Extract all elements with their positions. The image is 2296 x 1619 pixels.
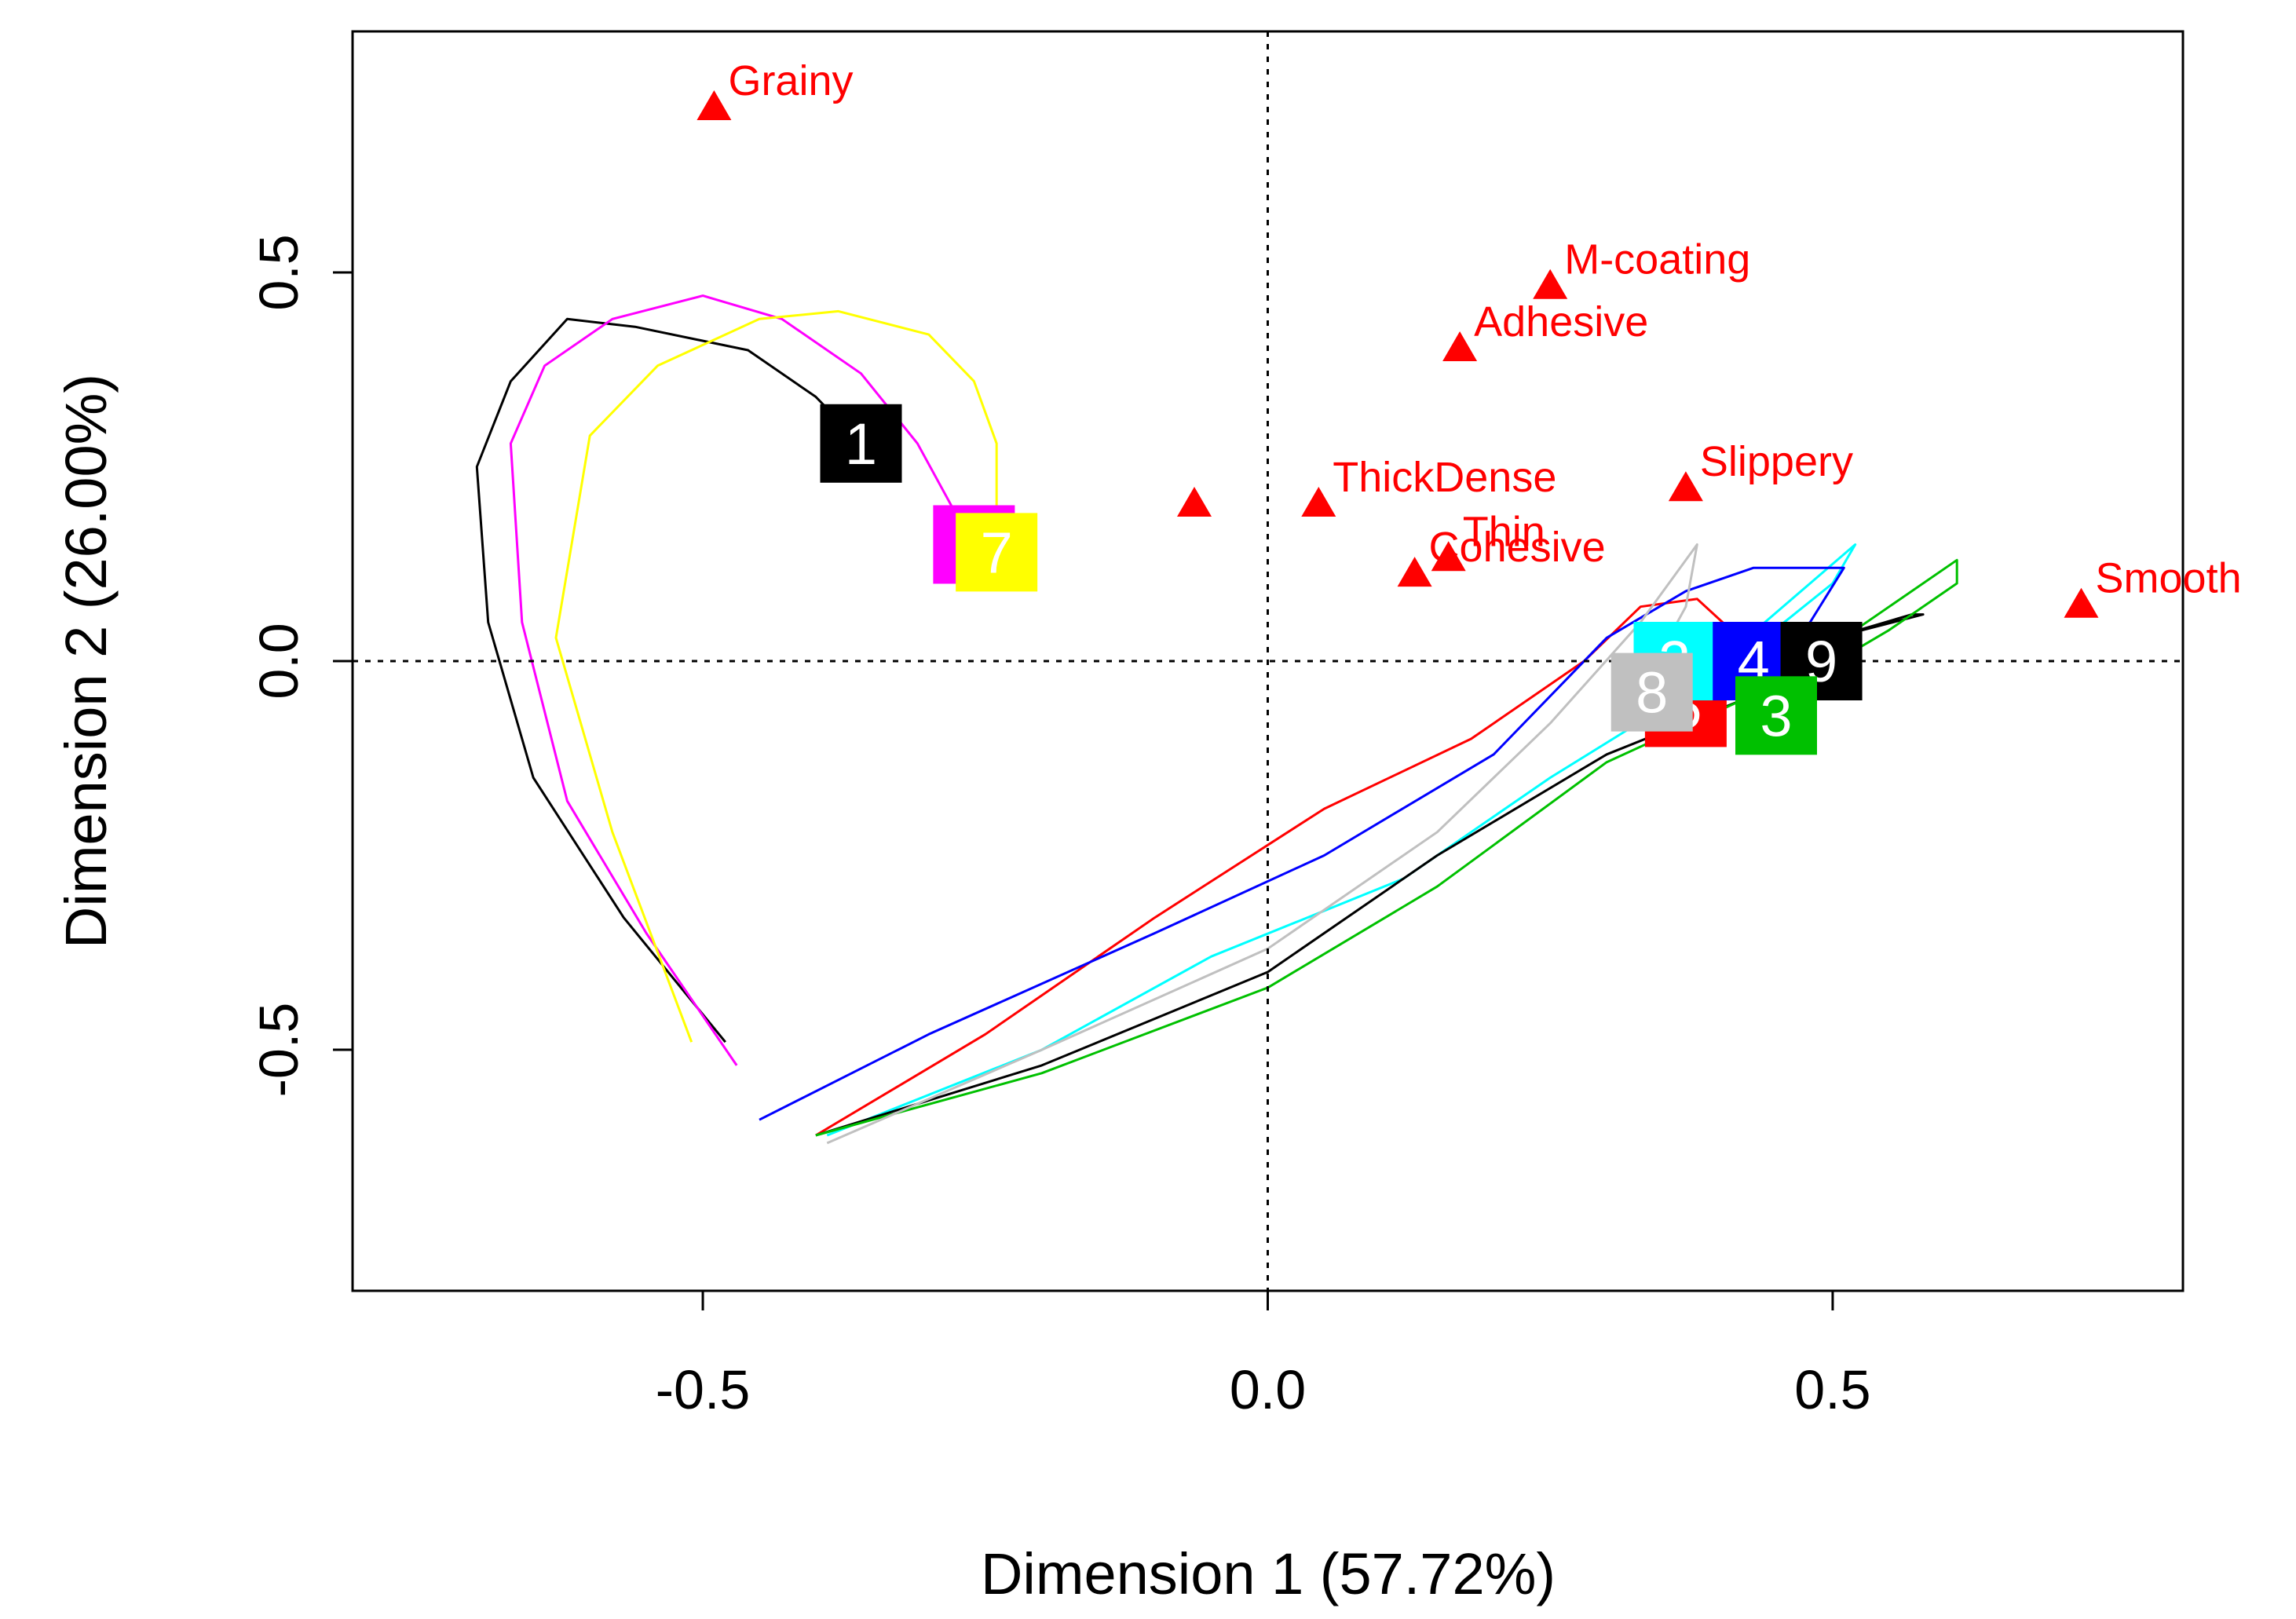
attribute-label: Adhesive <box>1474 298 1648 345</box>
attribute-label: M-coating <box>1564 236 1750 283</box>
attribute-label: Smooth <box>2096 555 2242 602</box>
attribute-label: Grainy <box>728 57 853 104</box>
product-marker-7: 7 <box>956 513 1038 592</box>
x-tick-label: 0.5 <box>1794 1359 1870 1420</box>
attribute-layer: Grainy M-coating Adhesive ThickDense Slipper… <box>696 57 2242 618</box>
attribute-marker <box>1301 487 1336 517</box>
product-marker-1: 1 <box>820 404 902 483</box>
attribute-marker <box>2064 587 2099 618</box>
attribute-label: ThickDense <box>1333 454 1556 501</box>
attribute-label: Slippery <box>1700 438 1853 485</box>
attribute-marker <box>1177 487 1212 517</box>
x-tick-label: -0.5 <box>656 1359 751 1420</box>
product-label: 3 <box>1760 683 1792 748</box>
product-layer: 167524938 <box>820 404 1863 755</box>
product-label: 8 <box>1636 660 1668 725</box>
trajectory-line-6 <box>509 294 952 1066</box>
product-marker-3: 3 <box>1735 676 1817 755</box>
trajectory-line-4 <box>759 566 1845 1121</box>
trajectory-layer <box>475 294 1958 1145</box>
trajectory-line-1 <box>475 317 862 1043</box>
attribute-marker <box>696 90 732 120</box>
product-box <box>820 404 902 483</box>
product-box <box>956 513 1038 592</box>
product-label: 1 <box>845 411 877 477</box>
product-box <box>1610 652 1693 732</box>
attribute-marker <box>1431 541 1466 572</box>
attribute-label: Thin <box>1463 508 1545 555</box>
trajectory-line-8 <box>826 543 1698 1145</box>
x-tick-label: 0.0 <box>1230 1359 1306 1420</box>
product-marker-8: 8 <box>1610 652 1693 732</box>
attribute-marker <box>1442 331 1478 361</box>
axis-layer: -0.5 0.0 0.5 -0.5 0.0 0.5 <box>248 234 1871 1420</box>
y-tick-label: -0.5 <box>248 1003 309 1098</box>
product-label: 7 <box>981 520 1013 585</box>
attribute-marker <box>1397 557 1432 587</box>
attribute-label: Cohesive <box>1429 524 1606 571</box>
attribute-marker <box>1533 269 1568 299</box>
product-box <box>1735 676 1817 755</box>
y-tick-label: 0.5 <box>248 234 309 310</box>
x-axis-title: Dimension 1 (57.72%) <box>981 1541 1556 1606</box>
trajectory-line-5 <box>815 598 1732 1137</box>
trajectory-line-7 <box>554 309 998 1043</box>
y-axis-title: Dimension 2 (26.00%) <box>53 374 119 948</box>
attribute-marker <box>1668 471 1703 502</box>
y-tick-label: 0.0 <box>248 623 309 699</box>
